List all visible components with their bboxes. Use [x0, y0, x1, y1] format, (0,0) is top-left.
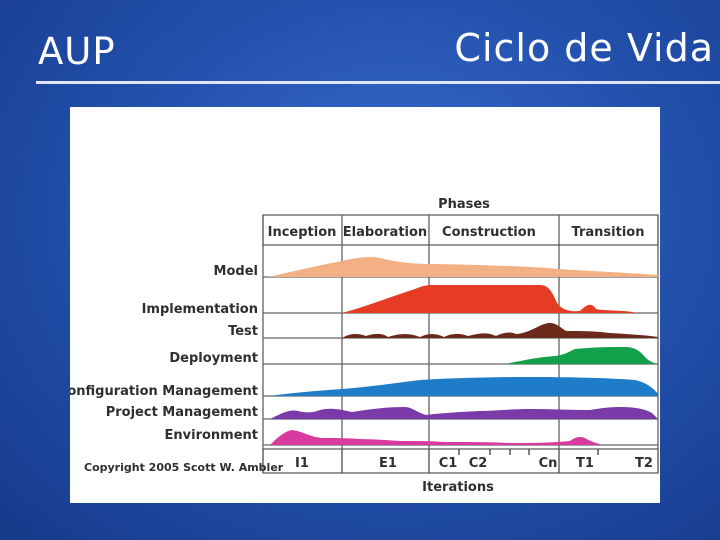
iteration-e1: E1: [379, 456, 397, 471]
iterations-header: Iterations: [422, 480, 494, 495]
project-management-workload-curve: [270, 407, 658, 419]
title-divider: [36, 81, 720, 84]
aup-lifecycle-diagram: Phases Inception Elaboration Constructio…: [70, 107, 660, 503]
deployment-workload-curve: [505, 347, 658, 364]
copyright-notice: Copyright 2005 Scott W. Ambler: [84, 461, 284, 474]
iteration-i1: I1: [295, 456, 309, 471]
discipline-project-management: Project Management: [106, 405, 258, 420]
iteration-c1: C1: [439, 456, 458, 471]
iteration-t1: T1: [576, 456, 594, 471]
iteration-tick-marks: [458, 449, 599, 455]
iteration-row-box: [262, 448, 659, 474]
discipline-deployment: Deployment: [169, 351, 258, 366]
discipline-environment: Environment: [165, 428, 259, 443]
slide-title-lifecycle: Ciclo de Vida: [454, 26, 714, 70]
phase-header-box: [262, 214, 659, 246]
discipline-model: Model: [214, 264, 258, 279]
phase-inception: Inception: [268, 225, 337, 240]
phases-header: Phases: [438, 197, 490, 212]
phase-transition: Transition: [572, 225, 645, 240]
discipline-configuration-management: Configuration Management: [70, 384, 258, 399]
diagram-canvas: Phases Inception Elaboration Constructio…: [70, 197, 659, 495]
iteration-c2: C2: [469, 456, 488, 471]
environment-workload-curve: [270, 430, 600, 445]
implementation-workload-curve: [342, 285, 638, 313]
configuration-management-workload-curve: [270, 377, 658, 396]
discipline-test: Test: [228, 324, 258, 339]
phase-elaboration: Elaboration: [343, 225, 427, 240]
test-workload-curve: [342, 322, 658, 338]
iteration-cn: Cn: [539, 456, 558, 471]
model-workload-curve: [268, 257, 658, 277]
slide-title-aup: AUP: [38, 30, 116, 73]
iteration-t2: T2: [635, 456, 653, 471]
discipline-implementation: Implementation: [142, 302, 258, 317]
phase-construction: Construction: [442, 225, 536, 240]
